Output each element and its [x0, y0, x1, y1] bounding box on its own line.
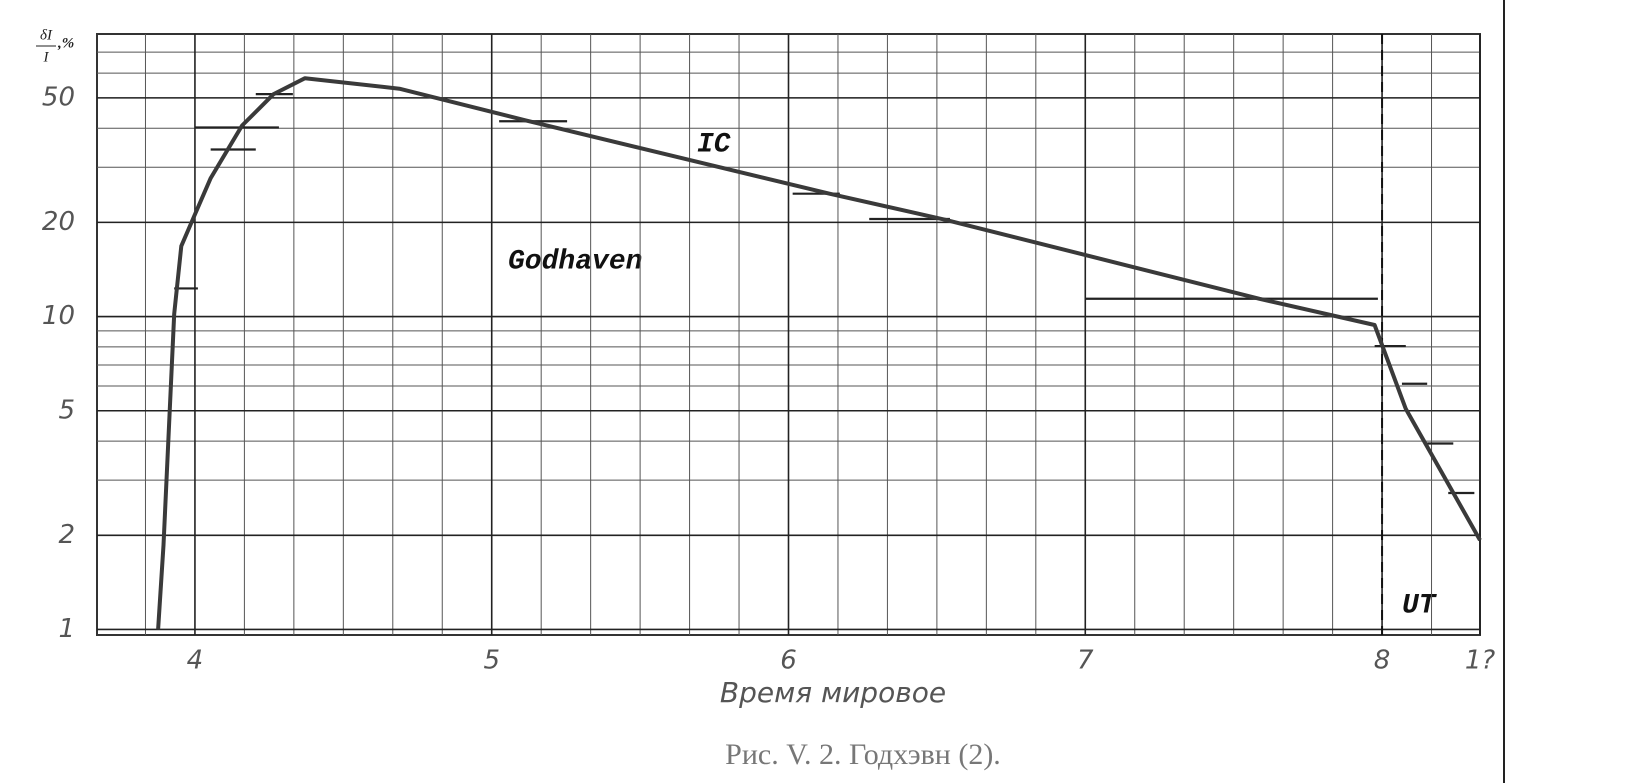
caption: Рис. V. 2. Годхэвн (2). [725, 738, 1001, 771]
y-tick-label: 5 [58, 395, 75, 425]
y-tick-label: 10 [42, 301, 75, 331]
y-tick-label: 20 [42, 207, 75, 237]
x-axis-label: Время мировое [720, 676, 946, 709]
y-label-unit: ,% [57, 35, 74, 51]
x-tick-label: 5 [483, 646, 500, 676]
x-tick-label: 1? [1465, 646, 1496, 676]
x-tick-label: 7 [1077, 646, 1094, 676]
annotation: UT [1402, 590, 1438, 621]
y-label-denominator: I [43, 49, 50, 65]
data-line [156, 76, 1482, 630]
x-tick-label: 6 [780, 646, 797, 676]
y-tick-label: 2 [58, 520, 75, 550]
annotation: Godhaven [508, 246, 642, 277]
y-tick-label: 50 [42, 82, 75, 112]
annotation: IC [697, 129, 731, 160]
y-tick-label: 1 [58, 614, 75, 644]
x-tick-label: 8 [1374, 646, 1391, 676]
x-tick-label: 4 [187, 646, 204, 676]
y-label-numerator: δI [40, 27, 53, 43]
